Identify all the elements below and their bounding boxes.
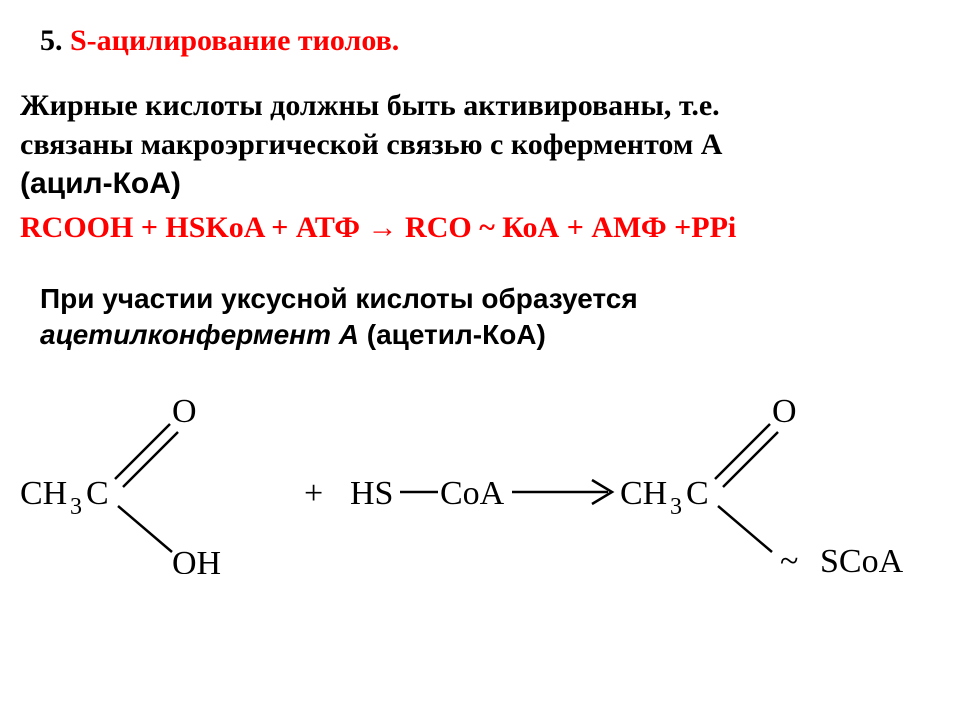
p2-line1: При участии уксусной кислоты образуется — [40, 281, 940, 317]
reactant-hscoa: HS CoA — [350, 475, 505, 512]
prod-c: C — [686, 475, 709, 512]
prod-ch3-sub: 3 — [670, 494, 682, 520]
oh-label: OH — [172, 545, 221, 574]
heading-number: 5. — [40, 24, 63, 57]
chemical-svg: CH 3 C O OH + HS CoA CH 3 — [20, 374, 960, 574]
p2-rest: (ацетил-КоА) — [359, 319, 546, 350]
scoa-label: SCoA — [820, 543, 904, 574]
chemical-equation: CH 3 C O OH + HS CoA CH 3 — [20, 374, 940, 574]
ch3-label: CH — [20, 475, 67, 512]
heading-title: S-ацилирование тиолов. — [70, 24, 399, 57]
o-double: O — [172, 393, 197, 430]
text-equation: RCOOH + HSKoA + АТФ → RCO ~ КоА + АМФ +P… — [20, 211, 940, 245]
coa-label: CoA — [440, 475, 505, 512]
p2-italic: ацетилконфермент А — [40, 319, 359, 350]
paragraph-1: Жирные кислоты должны быть активированы,… — [20, 86, 940, 203]
p1-line2: связаны макроэргической связью с коферме… — [20, 125, 940, 164]
reactant-acetic-acid: CH 3 C O OH — [20, 393, 221, 574]
c-label: C — [86, 475, 109, 512]
prod-ch3: CH — [620, 475, 667, 512]
section-heading: 5. S-ацилирование тиолов. — [20, 24, 940, 58]
hs-label: HS — [350, 475, 393, 512]
tilde: ~ — [780, 543, 798, 574]
reaction-arrow — [512, 480, 612, 504]
ch3-sub: 3 — [70, 494, 82, 520]
p1-line1: Жирные кислоты должны быть активированы,… — [20, 86, 940, 125]
plus-sign: + — [304, 475, 323, 512]
paragraph-2: При участии уксусной кислоты образуется … — [20, 281, 940, 354]
p1-line3: (ацил-КоА) — [20, 164, 940, 203]
product-acetyl-coa: CH 3 C O ~ SCoA — [620, 393, 904, 574]
p2-line2: ацетилконфермент А (ацетил-КоА) — [40, 317, 940, 353]
prod-o: O — [772, 393, 797, 430]
